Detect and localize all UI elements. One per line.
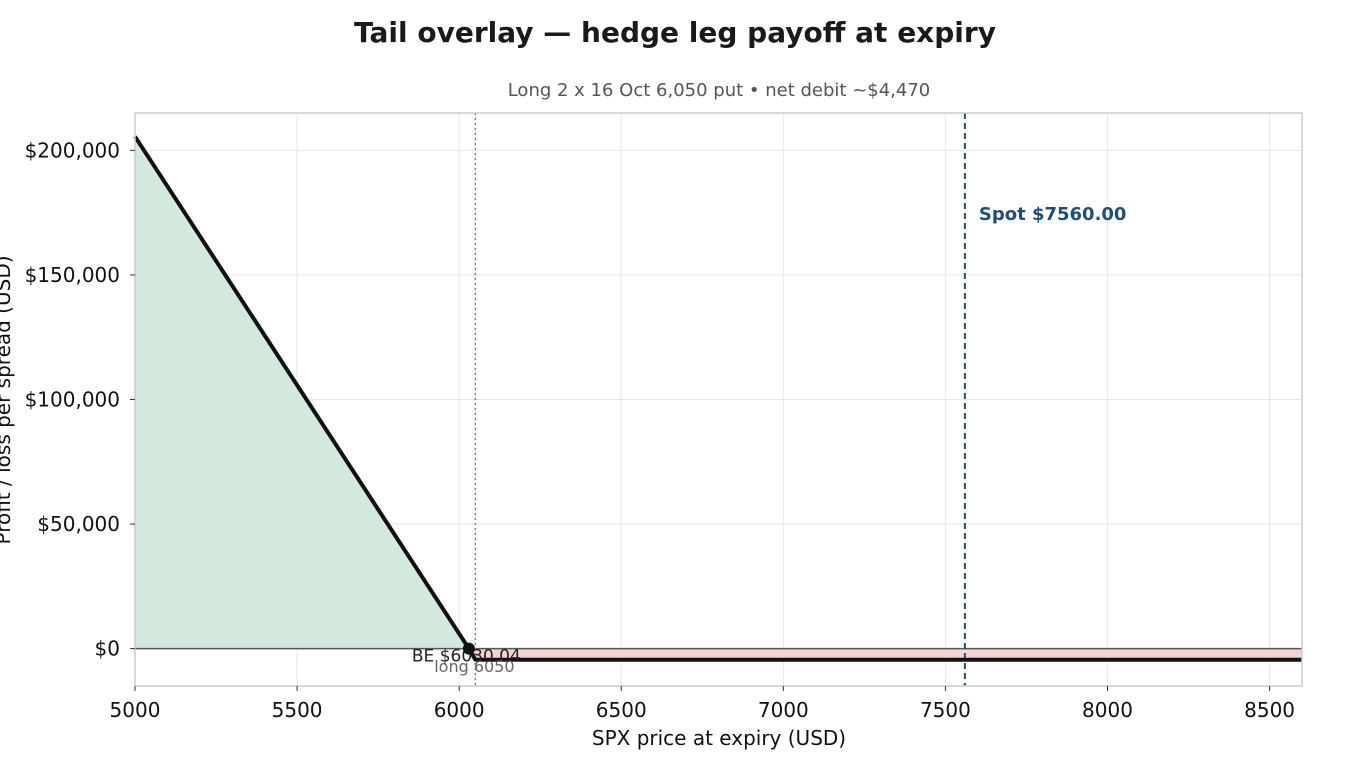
y-tick-label: $200,000 (25, 138, 120, 162)
x-tick-label: 7500 (920, 698, 971, 722)
y-tick-label: $100,000 (25, 388, 120, 412)
y-axis-label: Profit / loss per spread (USD) (0, 255, 15, 544)
breakeven-marker (462, 642, 475, 655)
x-axis-ticks: 5000 5500 6000 6500 7000 7500 8000 8500 (110, 686, 1295, 722)
x-axis-label: SPX price at expiry (USD) (592, 726, 846, 750)
reference-lines (474, 113, 966, 686)
loss-area (468, 648, 1302, 660)
chart-title: Tail overlay — hedge leg payoff at expir… (354, 16, 996, 49)
x-tick-label: 5500 (272, 698, 323, 722)
series-layer (133, 135, 1302, 662)
x-tick-label: 6500 (596, 698, 647, 722)
x-tick-label: 8500 (1244, 698, 1295, 722)
x-tick-label: 5000 (110, 698, 161, 722)
strike-label: long 6050 (434, 657, 514, 676)
x-tick-label: 7000 (758, 698, 809, 722)
y-tick-label: $50,000 (37, 512, 120, 536)
x-tick-label: 8000 (1082, 698, 1133, 722)
y-tick-label: $0 (95, 637, 120, 661)
chart-subtitle: Long 2 x 16 Oct 6,050 put • net debit ~$… (508, 80, 931, 101)
x-tick-label: 6000 (434, 698, 485, 722)
spot-label: Spot $7560.00 (979, 204, 1127, 225)
y-tick-label: $150,000 (25, 263, 120, 287)
payoff-line (133, 135, 1302, 662)
breakeven-label: BE $6030.04 (412, 647, 521, 667)
y-axis-ticks: $0 $50,000 $100,000 $150,000 $200,000 (25, 138, 135, 661)
